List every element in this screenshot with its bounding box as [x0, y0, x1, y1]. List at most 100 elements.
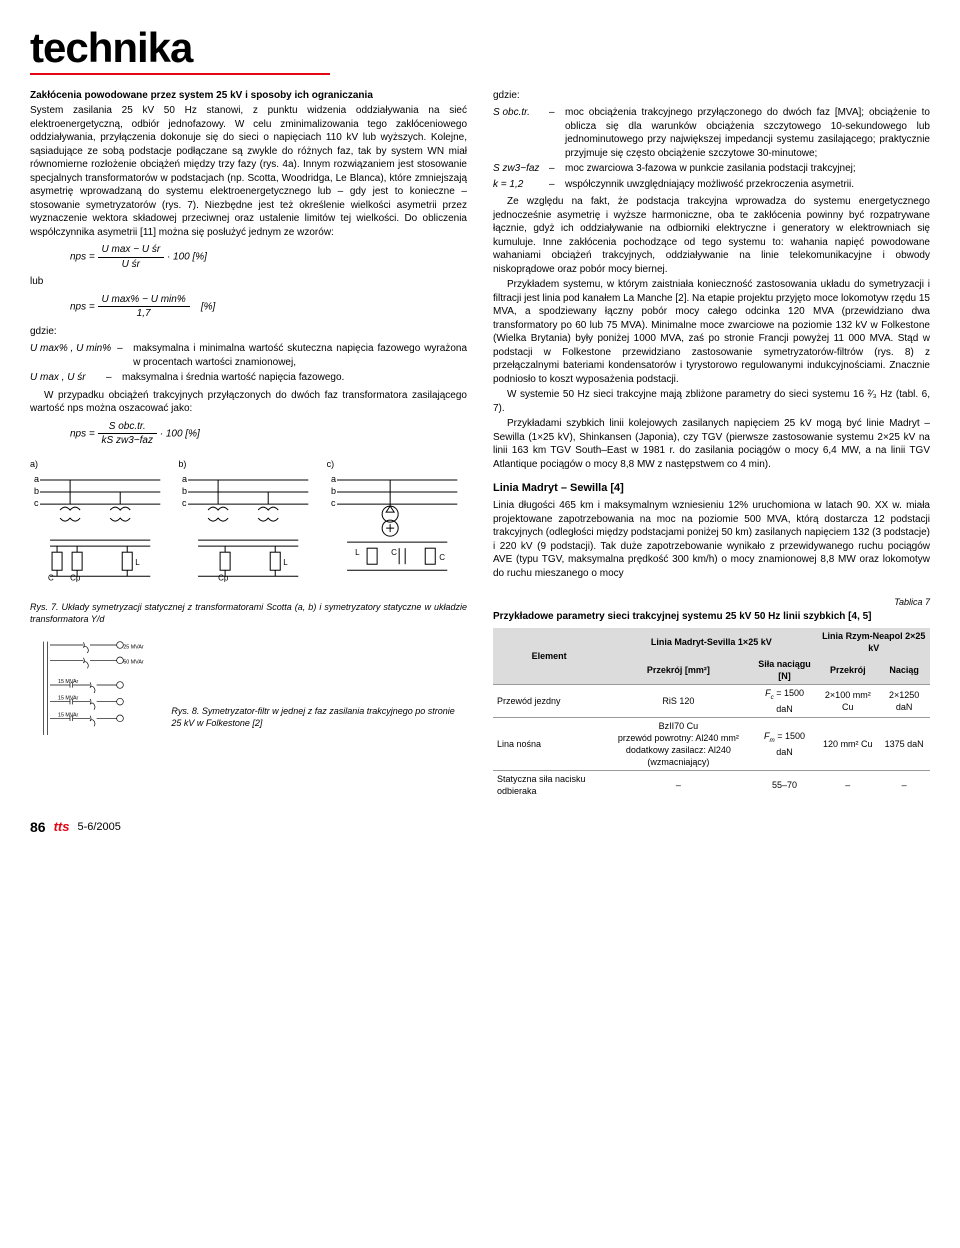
phase-c-label: c	[34, 498, 39, 508]
where1-desc: maksymalna i minimalna wartość skuteczna…	[133, 342, 467, 369]
th-line1: Linia Madryt-Sevilla 1×25 kV	[605, 628, 817, 656]
circuit-b: b) a b c	[178, 458, 318, 595]
subheading-linia: Linia Madryt – Sewilla [4]	[493, 481, 930, 496]
gdzie-right: gdzie:	[493, 89, 930, 103]
footer-logo: tts	[54, 818, 70, 836]
formula3-tail: · 100 [%]	[160, 428, 200, 439]
circuit-b-svg: a b c	[178, 470, 318, 590]
right-p4: Przykładami szybkich linii kolejowych za…	[493, 417, 930, 471]
left-column: Zakłócenia powodowane przez system 25 kV…	[30, 89, 467, 800]
circuit-c-svg: a b c L	[327, 470, 467, 590]
th-line2: Linia Rzym-Neapol 2×25 kV	[817, 628, 930, 656]
th-element: Element	[493, 628, 605, 685]
masthead-text: technika	[30, 24, 192, 71]
svg-text:b: b	[182, 486, 187, 496]
table-row: Przewód jezdny RiS 120 Fc = 1500 daN 2×1…	[493, 685, 930, 717]
circuit-row: a) a b c	[30, 458, 467, 595]
th-sila: Siła naciągu [N]	[752, 656, 818, 685]
fig8-50mvar: 50 MVAr	[123, 660, 144, 666]
formula3-den: kS zw3−faz	[98, 434, 157, 448]
formula3-lhs: nps =	[70, 428, 95, 439]
r3c1: Statyczna siła nacisku odbieraka	[493, 771, 605, 800]
r2c1: Lina nośna	[493, 717, 605, 771]
circuit-a-svg: a b c	[30, 470, 170, 590]
r3c5: –	[878, 771, 930, 800]
fig8-15mvar-2: 15 MVAr	[58, 696, 79, 702]
r2c2: BzII70 Cu przewód powrotny: Al240 mm² do…	[605, 717, 751, 771]
where-dash: –	[106, 371, 116, 385]
svg-text:C: C	[391, 548, 397, 557]
formula1-den: U śr	[98, 258, 165, 272]
circuit-c: c) a b c	[327, 458, 467, 595]
right-body-2: Linia długości 465 km i maksymalnym wzni…	[493, 499, 930, 580]
where-list-left: U max% , U min% – maksymalna i minimalna…	[30, 342, 467, 385]
masthead-title: technika	[30, 20, 930, 75]
formula-1: nps = U max − U śr U śr · 100 [%]	[70, 243, 467, 271]
r1c1: Przewód jezdny	[493, 685, 605, 717]
panel-b-label: b)	[178, 459, 186, 469]
panel-a-label: a)	[30, 459, 38, 469]
formula2-den: 1,7	[98, 307, 190, 321]
svg-text:Cp: Cp	[70, 573, 81, 582]
svg-text:a: a	[331, 474, 337, 484]
phase-a-label: a	[34, 474, 40, 484]
r2c4: 120 mm² Cu	[817, 717, 878, 771]
fig8-svg: 25 MVAr 50 MVAr 15 MVAr	[30, 635, 163, 742]
table-7: Tablica 7 Przykładowe parametry sieci tr…	[493, 596, 930, 799]
fig7-caption: Rys. 7. Układy symetryzacji statycznej z…	[30, 601, 467, 625]
left-p2-text: W przypadku obciążeń trakcyjnych przyłąc…	[30, 389, 467, 416]
fig8-caption: Rys. 8. Symetryzator-filtr w jednej z fa…	[171, 635, 467, 742]
figure-8: 25 MVAr 50 MVAr 15 MVAr	[30, 635, 467, 742]
formula2-num: U max% − U min%	[98, 293, 190, 308]
fig8-25mvar: 25 MVAr	[123, 644, 144, 650]
th-przekroj: Przekrój [mm²]	[605, 656, 751, 685]
phase-b-label: b	[34, 486, 39, 496]
page-number: 86	[30, 818, 46, 837]
two-column-layout: Zakłócenia powodowane przez system 25 kV…	[30, 89, 930, 800]
r3-desc: współczynnik uwzględniający możliwość pr…	[565, 178, 930, 192]
r1-desc: moc obciążenia trakcyjnego przyłączonego…	[565, 106, 930, 160]
table-row: Statyczna siła nacisku odbieraka – 55–70…	[493, 771, 930, 800]
right-p1: Ze względu na fakt, że podstacja trakcyj…	[493, 195, 930, 276]
params-table: Element Linia Madryt-Sevilla 1×25 kV Lin…	[493, 628, 930, 800]
svg-text:c: c	[182, 498, 187, 508]
table-caption: Tablica 7	[493, 596, 930, 608]
lub-label: lub	[30, 275, 467, 289]
svg-text:L: L	[284, 558, 289, 567]
r2c5: 1375 daN	[878, 717, 930, 771]
svg-text:b: b	[331, 486, 336, 496]
r3c3: 55–70	[752, 771, 818, 800]
svg-text:c: c	[331, 498, 336, 508]
r1c5: 2×1250 daN	[878, 685, 930, 717]
svg-text:L: L	[135, 558, 140, 567]
r3c2: –	[605, 771, 751, 800]
right-p5: Linia długości 465 km i maksymalnym wzni…	[493, 499, 930, 580]
table-title: Przykładowe parametry sieci trakcyjnej s…	[493, 610, 930, 624]
circuit-a: a) a b c	[30, 458, 170, 595]
svg-text:C: C	[48, 573, 54, 582]
formula-2: nps = U max% − U min% 1,7 [%]	[70, 293, 467, 321]
gdzie-label: gdzie:	[30, 325, 467, 339]
fig8-15mvar-1: 15 MVAr	[58, 679, 79, 685]
formula2-lhs: nps =	[70, 301, 95, 312]
formula1-num: U max − U śr	[98, 243, 165, 258]
right-p2: Przykładem systemu, w którym zaistniała …	[493, 278, 930, 386]
where-list-right: S obc.tr. – moc obciążenia trakcyjnego p…	[493, 106, 930, 191]
right-p3: W systemie 50 Hz sieci trakcyjne mają zb…	[493, 388, 930, 415]
formula-3: nps = S obc.tr. kS zw3−faz · 100 [%]	[70, 420, 467, 448]
r2-desc: moc zwarciowa 3-fazowa w punkcie zasilan…	[565, 162, 930, 176]
masthead-rule	[30, 73, 330, 75]
formula1-lhs: nps =	[70, 252, 95, 263]
r1-sym: S obc.tr.	[493, 106, 543, 160]
formula1-tail: · 100 [%]	[167, 252, 207, 263]
right-column: gdzie: S obc.tr. – moc obciążenia trakcy…	[493, 89, 930, 800]
fig8-15mvar-3: 15 MVAr	[58, 712, 79, 718]
svg-text:Cp: Cp	[218, 573, 229, 582]
where2-sym: U max , U śr	[30, 371, 100, 385]
svg-text:a: a	[182, 474, 188, 484]
r3c4: –	[817, 771, 878, 800]
left-p1: System zasilania 25 kV 50 Hz stanowi, z …	[30, 104, 467, 239]
figure-7: a) a b c	[30, 458, 467, 625]
where1-sym: U max% , U min%	[30, 342, 111, 369]
r1c3: Fc = 1500 daN	[752, 685, 818, 717]
